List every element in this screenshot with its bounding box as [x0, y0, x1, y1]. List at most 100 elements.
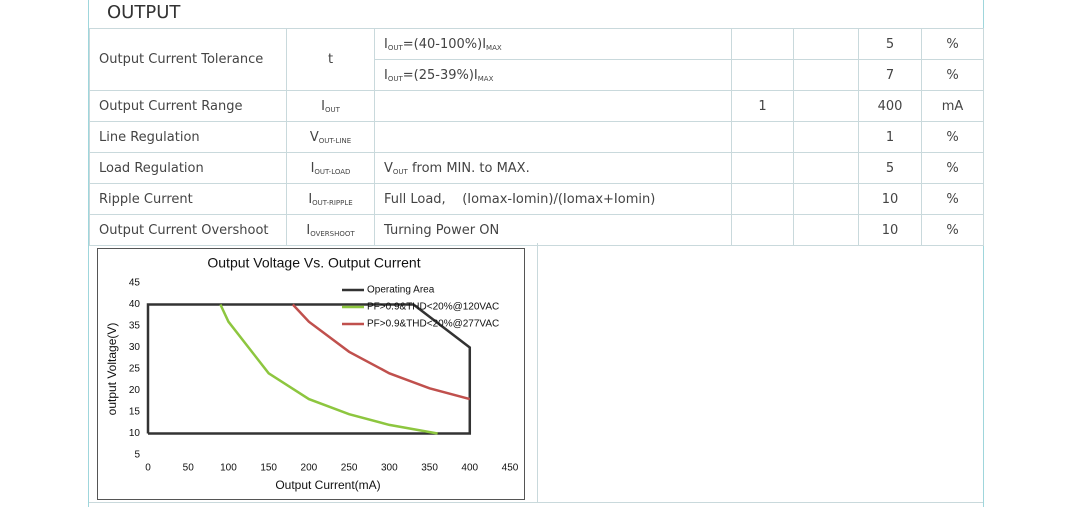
chart-frame — [97, 248, 525, 500]
y-tick-label: 15 — [129, 407, 141, 418]
min-cell — [731, 183, 794, 215]
max-cell: 1 — [858, 121, 922, 153]
condition-cell: Turning Power ON — [374, 214, 732, 246]
symbol-cell: IOUT-RIPPLE — [286, 183, 375, 215]
subscript: OUT — [387, 74, 403, 83]
max-cell: 5 — [858, 152, 922, 184]
y-axis-label: output Voltage(V) — [105, 323, 119, 416]
typ-cell — [793, 59, 859, 91]
text: I — [306, 222, 311, 238]
max-cell: 7 — [858, 59, 922, 91]
y-tick-label: 20 — [129, 385, 141, 396]
series-line — [146, 303, 472, 435]
max-cell: 10 — [858, 183, 922, 215]
text: Full Load, (Iomax-Iomin)/(Iomax+Iomin) — [384, 191, 656, 207]
min-cell — [731, 28, 794, 60]
condition-cell — [374, 121, 732, 153]
y-tick-label: 45 — [129, 278, 141, 289]
text: I — [384, 36, 388, 52]
min-cell — [731, 59, 794, 91]
text: I — [321, 98, 325, 114]
text: I — [310, 160, 315, 176]
parameter-cell: Ripple Current — [89, 183, 287, 215]
condition-cell: Full Load, (Iomax-Iomin)/(Iomax+Iomin) — [374, 183, 732, 215]
symbol-cell: VOUT-LINE — [286, 121, 375, 153]
unit-cell: % — [921, 152, 984, 184]
table-row: Line Regulation VOUT-LINE 1% — [89, 121, 984, 153]
y-tick-label: 10 — [129, 428, 141, 439]
unit-cell: % — [921, 59, 984, 91]
x-tick-label: 200 — [301, 463, 318, 474]
unit-cell: % — [921, 183, 984, 215]
y-tick-label: 25 — [129, 364, 141, 375]
series-line — [291, 303, 471, 401]
x-tick-label: 50 — [183, 463, 195, 474]
subscript: MAX — [477, 74, 494, 83]
legend-label: Operating Area — [367, 285, 435, 296]
x-tick-label: 400 — [461, 463, 478, 474]
min-cell — [731, 121, 794, 153]
table-row: IOUT=(25-39%)IMAX 7% — [90, 59, 984, 91]
x-tick-label: 350 — [421, 463, 438, 474]
condition-cell: VOUT from MIN. to MAX. — [374, 152, 732, 184]
text: Turning Power ON — [384, 222, 500, 238]
subscript: OUT-LOAD — [314, 167, 351, 176]
x-tick-label: 150 — [260, 463, 277, 474]
parameter-cell: Output Current Tolerance — [89, 28, 287, 91]
y-tick-label: 40 — [129, 299, 141, 310]
subscript: OVERSHOOT — [310, 229, 355, 238]
subscript: MAX — [486, 43, 502, 52]
subscript: OUT-RIPPLE — [312, 198, 353, 207]
x-tick-label: 100 — [220, 463, 237, 474]
y-tick-label: 30 — [129, 342, 141, 353]
min-cell — [731, 152, 794, 184]
unit-cell: mA — [921, 90, 984, 122]
typ-cell — [793, 214, 859, 246]
unit-cell: % — [921, 121, 984, 153]
x-tick-label: 300 — [381, 463, 398, 474]
text: V — [309, 129, 319, 145]
text: from MIN. to MAX. — [407, 160, 530, 176]
symbol-cell: IOUT-LOAD — [286, 152, 375, 184]
parameter-cell: Load Regulation — [89, 152, 287, 184]
subscript: OUT — [387, 43, 403, 52]
typ-cell — [793, 121, 859, 153]
typ-cell — [793, 183, 859, 215]
x-tick-label: 0 — [145, 463, 151, 474]
chart-title: Output Voltage Vs. Output Current — [207, 255, 420, 271]
text: V — [384, 160, 393, 176]
table-row: Load Regulation IOUT-LOAD VOUT from MIN. t… — [89, 152, 984, 184]
text: =(25-39%)I — [402, 67, 478, 83]
max-cell: 5 — [858, 28, 922, 60]
table-row: Output Current Overshoot IOVERSHOOT Turnin… — [89, 214, 984, 246]
table-row: Output Current Range IOUT 1 400 mA — [89, 90, 984, 122]
chart: Output Voltage Vs. Output Current Output… — [97, 248, 525, 500]
text: t — [327, 52, 334, 67]
y-tick-label: 35 — [129, 321, 141, 332]
spec-section: OUTPUT Output Current Tolerance t IOUT=(40… — [88, 0, 984, 507]
unit-cell: % — [921, 214, 984, 246]
symbol-cell: IOVERSHOOT — [286, 214, 375, 246]
condition-cell — [374, 90, 732, 122]
condition-cell: IOUT=(40-100%)IMAX — [374, 28, 732, 60]
text: I — [384, 67, 388, 83]
subscript: OUT — [392, 167, 408, 176]
symbol-cell: IOUT — [286, 90, 375, 122]
subscript: OUT — [324, 105, 340, 114]
typ-cell — [793, 152, 859, 184]
table-row: Output Current Tolerance t IOUT=(40-100%)I… — [89, 28, 984, 91]
legend-label: PF>0.9&THD<20%@120VAC — [367, 302, 499, 313]
rule — [89, 502, 983, 503]
typ-cell — [793, 28, 859, 60]
typ-cell — [793, 90, 859, 122]
condition-cell: IOUT=(25-39%)IMAX — [374, 59, 732, 91]
y-tick-label: 5 — [134, 450, 140, 461]
spec-table: Output Current Tolerance t IOUT=(40-100%)I… — [89, 28, 984, 246]
x-tick-label: 250 — [341, 463, 358, 474]
text: I — [308, 191, 313, 207]
max-cell: 10 — [858, 214, 922, 246]
x-tick-label: 450 — [502, 463, 519, 474]
legend-label: PF>0.9&THD<20%@277VAC — [367, 319, 499, 330]
series-line — [219, 303, 438, 435]
